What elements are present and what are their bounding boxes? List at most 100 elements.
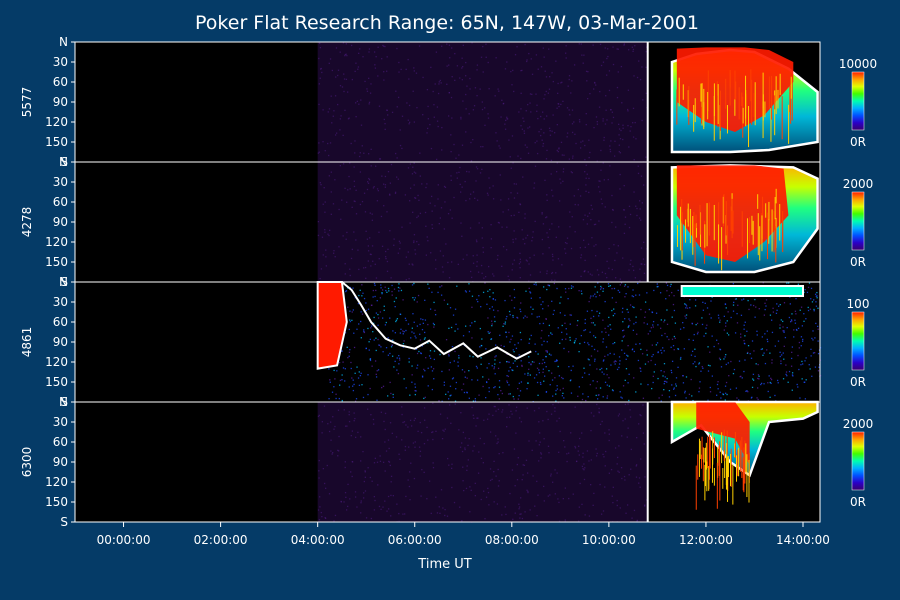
speckle xyxy=(414,393,416,396)
speckle xyxy=(518,394,520,397)
speckle xyxy=(385,289,387,292)
speckle xyxy=(782,326,784,328)
speckle xyxy=(604,432,606,434)
speckle xyxy=(595,394,597,397)
speckle xyxy=(611,495,613,497)
speckle xyxy=(624,403,627,406)
speckle xyxy=(616,504,618,507)
speckle xyxy=(443,228,446,230)
speckle xyxy=(439,353,441,356)
speckle xyxy=(644,504,646,506)
speckle xyxy=(531,236,534,239)
speckle xyxy=(507,275,509,278)
speckle xyxy=(581,465,584,468)
speckle xyxy=(634,277,637,279)
speckle xyxy=(596,121,598,123)
speckle xyxy=(437,125,439,128)
speckle xyxy=(344,53,346,56)
speckle xyxy=(402,343,405,345)
speckle xyxy=(533,254,535,256)
speckle xyxy=(450,326,453,329)
speckle xyxy=(628,325,630,327)
speckle xyxy=(630,259,632,262)
speckle xyxy=(602,319,604,321)
speckle xyxy=(596,291,599,293)
speckle xyxy=(625,293,627,295)
speckle xyxy=(384,128,386,131)
speckle xyxy=(585,112,587,115)
speckle xyxy=(332,203,335,205)
speckle xyxy=(562,100,564,103)
speckle xyxy=(551,372,553,374)
speckle xyxy=(413,299,416,301)
speckle xyxy=(454,400,457,402)
speckle xyxy=(334,425,336,428)
speckle xyxy=(371,480,373,482)
speckle xyxy=(543,56,545,58)
speckle xyxy=(479,437,481,440)
speckle xyxy=(545,366,547,368)
speckle xyxy=(497,254,499,257)
speckle xyxy=(490,224,492,226)
speckle xyxy=(783,302,786,304)
speckle xyxy=(606,57,608,60)
speckle xyxy=(366,238,369,240)
speckle xyxy=(348,351,351,353)
speckle xyxy=(579,121,581,123)
speckle xyxy=(357,431,359,434)
speckle xyxy=(786,326,788,329)
x-tick-label: 02:00:00 xyxy=(194,533,248,547)
speckle xyxy=(517,457,519,459)
speckle xyxy=(401,147,403,150)
speckle xyxy=(646,349,648,351)
speckle xyxy=(354,297,356,299)
speckle xyxy=(529,274,532,276)
speckle xyxy=(490,238,493,240)
speckle xyxy=(326,464,328,467)
speckle xyxy=(354,496,357,498)
speckle xyxy=(559,389,562,391)
speckle xyxy=(398,357,401,359)
speckle xyxy=(498,380,501,382)
speckle xyxy=(412,264,414,266)
speckle xyxy=(758,375,760,377)
speckle xyxy=(623,184,625,187)
speckle xyxy=(652,375,654,377)
speckle xyxy=(540,115,542,118)
speckle xyxy=(476,69,478,71)
speckle xyxy=(643,272,646,274)
speckle xyxy=(465,291,468,293)
speckle xyxy=(750,397,753,399)
speckle xyxy=(394,360,396,363)
speckle xyxy=(569,211,571,213)
speckle xyxy=(506,226,508,228)
speckle xyxy=(709,351,711,353)
speckle xyxy=(358,384,361,386)
x-axis-label: Time UT xyxy=(417,557,471,572)
speckle xyxy=(450,467,453,469)
speckle xyxy=(536,152,539,155)
speckle xyxy=(575,338,577,340)
speckle xyxy=(565,45,567,47)
speckle xyxy=(486,381,488,384)
speckle xyxy=(389,182,392,184)
speckle xyxy=(606,260,608,263)
speckle xyxy=(512,369,514,372)
speckle xyxy=(646,354,648,356)
speckle xyxy=(767,390,769,393)
speckle xyxy=(391,284,393,287)
speckle xyxy=(464,437,467,439)
speckle xyxy=(609,109,612,111)
speckle xyxy=(701,317,703,319)
speckle xyxy=(562,387,564,390)
speckle xyxy=(474,398,476,400)
speckle xyxy=(514,512,516,514)
speckle xyxy=(508,361,510,363)
speckle xyxy=(443,384,445,386)
speckle xyxy=(771,362,773,364)
speckle xyxy=(607,55,609,58)
speckle xyxy=(462,480,464,482)
speckle xyxy=(548,284,550,286)
speckle xyxy=(608,267,610,269)
speckle xyxy=(488,413,490,415)
